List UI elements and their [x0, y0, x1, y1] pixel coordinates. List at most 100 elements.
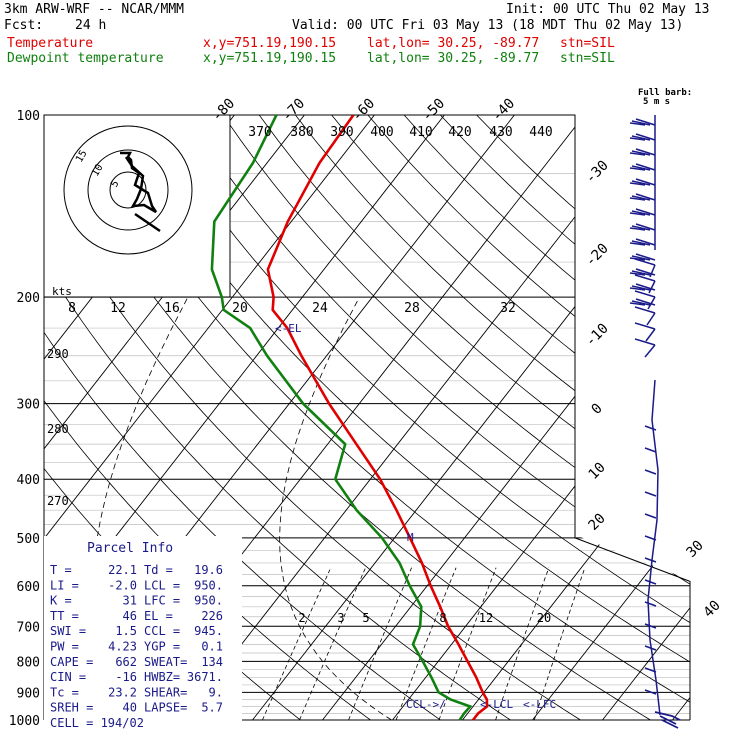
wind-barb: [644, 447, 657, 453]
dry-adiabat: [258, 115, 690, 721]
parcel-label: CIN =: [50, 670, 86, 684]
m-annotation: M: [407, 531, 414, 544]
wind-key-line1: Full barb:: [638, 88, 692, 98]
parcel-value: 1.5: [115, 624, 137, 638]
wind-barb: [644, 535, 657, 541]
parcel-label: SHEAR=: [144, 685, 187, 699]
isotherm: [322, 115, 690, 721]
theta-label-380: 380: [290, 125, 313, 140]
dry-adiabat: [77, 115, 690, 721]
isotherm-label-20: 20: [586, 511, 609, 534]
pressure-label-700: 700: [17, 620, 40, 635]
hodograph-trace: [120, 151, 158, 214]
parcel-info-rows: T = 22.1 Td = 19.6 LI = -2.0 LCL = 950. K = 31 LFC…: [50, 563, 223, 730]
parcel-value: -16: [115, 670, 137, 684]
wind-barb: [629, 223, 656, 231]
legend-temperature-xy: x,y=751.19,190.15: [203, 36, 337, 51]
isotherm-label--70: -70: [279, 96, 308, 125]
isotherm-label-0: 0: [589, 401, 606, 418]
wind-barb: [634, 274, 656, 294]
parcel-value: 46: [123, 609, 137, 623]
ccl-annotation: CCL->/: [406, 698, 446, 711]
wind-barb: [634, 258, 656, 278]
wind-barb: [644, 579, 657, 585]
isotherm-label--10: -10: [583, 321, 612, 350]
parcel-value: 22.1: [108, 563, 137, 577]
hodograph-tail: [134, 212, 161, 233]
hodograph-ring-label-5: 5: [109, 179, 122, 190]
parcel-info-title: Parcel Info: [87, 541, 173, 556]
pressure-label-500: 500: [17, 532, 40, 547]
parcel-label: TT =: [50, 609, 79, 623]
parcel-value: 662: [115, 655, 137, 669]
parcel-label: LFC =: [144, 594, 180, 608]
isotherm-label--60: -60: [349, 96, 378, 125]
legend-temperature-latlon: lat,lon= 30.25, -89.77: [367, 36, 540, 51]
wind-barb: [629, 253, 656, 261]
wind-barb: [629, 193, 656, 201]
wind-barb: [634, 322, 656, 342]
hodograph-ring-3: [63, 125, 193, 255]
pressure-label-900: 900: [17, 686, 40, 701]
mixing-ratio-line: [395, 567, 457, 721]
isotherm-label--40: -40: [489, 96, 518, 125]
parcel-label: CCL =: [144, 624, 180, 638]
lcl-annotation: <-LCL: [480, 698, 513, 711]
pressure-label-800: 800: [17, 655, 40, 670]
wind-barb: [644, 491, 657, 497]
parcel-value: 5.7: [201, 701, 223, 715]
init-time: Init: 00 UTC Thu 02 May 13: [506, 2, 710, 17]
hodo-speed-label-32: 32: [500, 301, 516, 316]
dry-adiabat-label-290: 290: [47, 347, 69, 361]
parcel-label: YGP =: [144, 640, 180, 654]
isotherm: [532, 115, 690, 721]
parcel-value: 19.6: [194, 563, 223, 577]
isotherm-label-30: 30: [684, 538, 707, 561]
wind-barb: [644, 645, 657, 651]
wind-barb: [629, 298, 656, 306]
legend-dewpoint-xy: x,y=751.19,190.15: [203, 51, 337, 66]
dry-adiabat: [44, 115, 441, 721]
valid-time: Valid: 00 UTC Fri 03 May 13 (18 MDT Thu …: [292, 18, 684, 33]
isotherm: [392, 115, 690, 721]
moist-adiabat: [279, 296, 392, 721]
mixing-ratio-label-5: 5: [362, 611, 369, 625]
wind-barb: [644, 469, 657, 475]
parcel-label: HWBZ=: [144, 670, 180, 684]
theta-label-420: 420: [448, 125, 471, 140]
theta-label-430: 430: [489, 125, 512, 140]
parcel-label: Tc =: [50, 685, 79, 699]
temperature-line: [266, 115, 489, 721]
wind-barb: [629, 163, 656, 171]
wind-barb: [644, 557, 657, 563]
fcst-label: Fcst:: [4, 18, 44, 33]
model-title: 3km ARW-WRF -- NCAR/MMM: [4, 2, 185, 17]
parcel-value: 4.23: [108, 640, 137, 654]
hodo-speed-label-24: 24: [312, 301, 328, 316]
parcel-value: 23.2: [108, 685, 137, 699]
legend-temperature-name: Temperature: [7, 36, 94, 51]
mixing-ratio-label-8: 8: [439, 611, 446, 625]
wind-barb-surface: [654, 711, 681, 729]
dry-adiabat: [440, 115, 690, 721]
mixing-ratio-label-20: 20: [537, 611, 551, 625]
parcel-value: 9.: [209, 685, 223, 699]
mixing-ratio-label-3: 3: [337, 611, 344, 625]
wind-barbs: [629, 115, 681, 729]
wind-barb: [634, 338, 656, 358]
mixing-ratio-line: [299, 567, 366, 721]
parcel-label: LCL =: [144, 578, 180, 592]
parcel-label: Td =: [144, 563, 173, 577]
wind-barb: [644, 425, 657, 431]
dry-adiabat-label-270: 270: [47, 494, 69, 508]
wind-barb: [629, 208, 656, 216]
parcel-value: 31: [123, 594, 137, 608]
dry-adiabat: [44, 115, 581, 721]
parcel-info-panel: [44, 536, 242, 730]
hodo-speed-label-20: 20: [232, 301, 248, 316]
plot-border: [44, 114, 691, 720]
legend-temperature-stn: stn=SIL: [560, 36, 615, 51]
wind-key-line2: 5 m s: [643, 97, 670, 107]
wind-barb: [634, 306, 656, 326]
theta-label-440: 440: [529, 125, 552, 140]
